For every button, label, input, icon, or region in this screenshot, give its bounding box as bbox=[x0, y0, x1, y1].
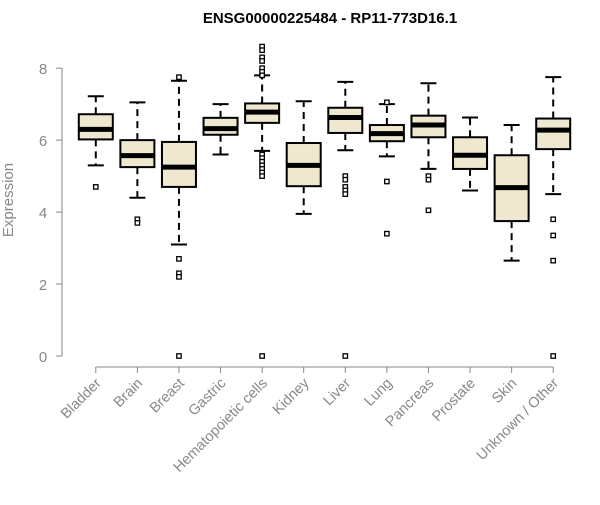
box-unknown-other bbox=[535, 76, 572, 359]
box-brain bbox=[119, 101, 156, 226]
box-lung bbox=[368, 99, 405, 237]
outlier-point bbox=[550, 353, 557, 359]
outlier-point bbox=[342, 176, 349, 183]
outlier-point bbox=[176, 274, 182, 280]
x-tick-label: Liver bbox=[321, 375, 355, 409]
x-tick-label: Brain bbox=[111, 376, 146, 411]
outlier-point bbox=[342, 353, 349, 359]
iqr-box bbox=[535, 117, 572, 151]
x-tick-label: Lung bbox=[362, 376, 396, 410]
box-gastric bbox=[202, 103, 239, 156]
box-bladder bbox=[77, 95, 114, 190]
outlier-point bbox=[259, 47, 265, 54]
x-tick-label: Bladder bbox=[58, 375, 105, 422]
iqr-box bbox=[160, 140, 197, 188]
y-axis-label: Expression bbox=[0, 163, 17, 237]
outlier-point bbox=[259, 58, 265, 64]
box-prostate bbox=[452, 116, 489, 192]
box-series bbox=[77, 43, 572, 359]
outlier-point bbox=[92, 184, 99, 190]
x-tick-label: Breast bbox=[147, 376, 188, 417]
outlier-point bbox=[550, 257, 557, 264]
iqr-box bbox=[77, 113, 114, 141]
outlier-point bbox=[259, 72, 265, 79]
y-tick-label: 6 bbox=[39, 133, 47, 150]
outlier-point bbox=[134, 220, 141, 226]
y-axis: 0 2 4 6 8 bbox=[39, 61, 63, 366]
x-tick-label: Skin bbox=[489, 376, 520, 407]
box-kidney bbox=[285, 100, 322, 215]
outlier-point bbox=[425, 176, 432, 183]
outlier-point bbox=[384, 178, 390, 185]
chart-title: ENSG00000225484 - RP11-773D16.1 bbox=[203, 10, 457, 27]
x-tick-label: Kidney bbox=[270, 375, 313, 418]
outlier-point bbox=[176, 353, 182, 359]
outlier-point bbox=[259, 173, 265, 179]
y-tick-label: 2 bbox=[39, 277, 47, 294]
outlier-point bbox=[176, 256, 182, 262]
y-tick-label: 8 bbox=[39, 61, 47, 78]
outlier-point bbox=[425, 207, 432, 214]
box-pancreas bbox=[410, 82, 447, 214]
y-tick-label: 4 bbox=[39, 205, 47, 222]
x-tick-label: Prostate bbox=[429, 376, 478, 425]
box-skin bbox=[493, 124, 530, 262]
box-breast bbox=[160, 74, 197, 359]
outlier-point bbox=[176, 74, 182, 81]
outlier-point bbox=[342, 191, 349, 197]
outlier-point bbox=[259, 353, 265, 359]
outlier-point bbox=[384, 230, 390, 237]
box-hematopoietic-cells bbox=[244, 43, 281, 359]
outlier-point bbox=[550, 216, 557, 223]
y-tick-label: 0 bbox=[39, 349, 47, 366]
box-liver bbox=[327, 80, 364, 359]
outlier-point bbox=[384, 99, 390, 106]
outlier-point bbox=[550, 232, 557, 239]
iqr-box bbox=[327, 106, 364, 134]
